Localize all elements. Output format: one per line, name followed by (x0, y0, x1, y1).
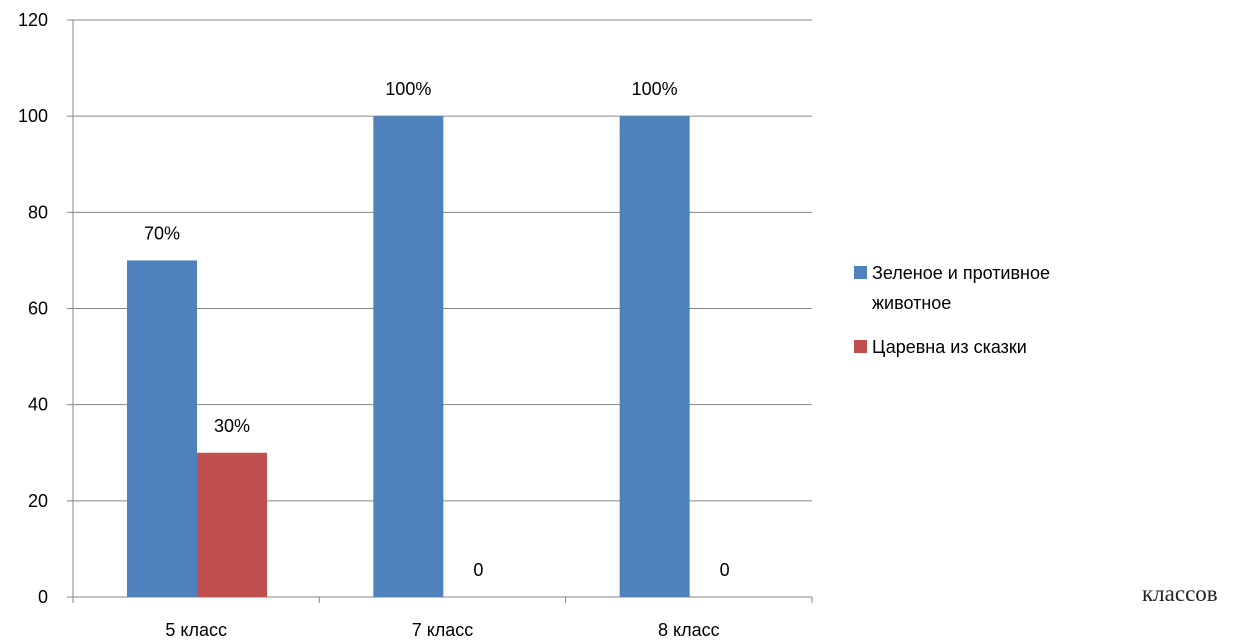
bar-series-1 (127, 260, 197, 597)
data-label: 100% (632, 79, 678, 99)
data-labels: 70% 30% 100% 0 100% 0 (144, 79, 730, 580)
legend-label-series-2: Царевна из сказки (872, 337, 1027, 357)
legend-swatch-series-1 (854, 266, 867, 279)
bars (127, 116, 690, 598)
y-tick-label: 60 (28, 299, 48, 319)
y-tick-label: 40 (28, 395, 48, 415)
data-label: 30% (214, 416, 250, 436)
y-tick-label: 20 (28, 491, 48, 511)
data-label: 0 (473, 560, 483, 580)
cropped-caption-text: классов (1142, 581, 1218, 606)
x-tick-label: 5 класс (165, 620, 227, 640)
data-label: 100% (385, 79, 431, 99)
y-tick-label: 120 (18, 10, 48, 30)
y-tick-label: 80 (28, 202, 48, 222)
x-tick-label: 8 класс (658, 620, 720, 640)
x-axis: 5 класс 7 класс 8 класс (72, 596, 813, 640)
legend-swatch-series-2 (854, 340, 867, 353)
y-tick-label: 0 (38, 587, 48, 607)
bar-series-2 (197, 452, 267, 597)
legend-label-series-1: Зеленое и противное животное (872, 263, 1051, 313)
data-label: 70% (144, 223, 180, 243)
legend-item-series-2: Царевна из сказки (854, 332, 1114, 362)
bar-series-1 (373, 116, 444, 598)
legend: Зеленое и противное животное Царевна из … (854, 258, 1114, 376)
y-tick-label: 100 (18, 106, 48, 126)
data-label: 0 (720, 560, 730, 580)
bar-series-1 (619, 116, 690, 598)
y-axis: 0 20 40 60 80 100 120 (18, 10, 74, 607)
x-tick-label: 7 класс (412, 620, 474, 640)
legend-item-series-1: Зеленое и противное животное (854, 258, 1114, 318)
